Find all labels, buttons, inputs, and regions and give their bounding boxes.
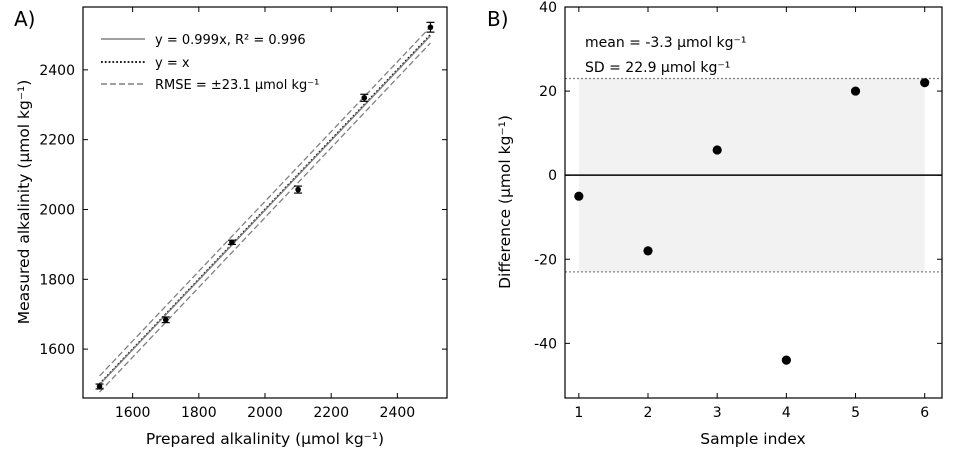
panel-a-marks: 1600 1800 2000 2200 2400 1600 1800 2000 2200 2400 (39, 7, 447, 421)
x-tick-label: 2400 (380, 405, 416, 421)
y-tick-label: 40 (539, 0, 557, 16)
data-point (574, 191, 584, 201)
legend-identity-label: y = x (155, 56, 190, 71)
y-tick-label: -20 (534, 252, 557, 268)
panel-a-label: A) (14, 7, 35, 31)
y-tick-label: 2400 (39, 63, 75, 79)
data-point (712, 145, 722, 155)
mean-annotation: mean = -3.3 μmol kg⁻¹ (585, 35, 747, 51)
data-point (295, 186, 301, 193)
x-tick-label: 1800 (181, 405, 217, 421)
panel-a-xlabel: Prepared alkalinity (μmol kg⁻¹) (146, 430, 384, 448)
data-point (920, 78, 930, 88)
data-point (781, 355, 791, 365)
panel-b-xlabel: Sample index (700, 430, 805, 448)
panel-b-ylabel: Difference (μmol kg⁻¹) (496, 115, 514, 289)
y-tick-label: 0 (548, 168, 557, 184)
y-tick-label: 1800 (39, 272, 75, 288)
x-tick-label: 5 (851, 405, 860, 421)
x-tick-label: 2 (644, 405, 653, 421)
rmse-upper-line (99, 26, 431, 377)
sd-annotation: SD = 22.9 μmol kg⁻¹ (585, 60, 730, 76)
fit-line (99, 35, 431, 386)
x-tick-label: 6 (920, 405, 929, 421)
x-tick-label: 3 (713, 405, 722, 421)
panel-a: A) 1600 1800 2000 2200 2400 1600 1800 2000 2200 2… (14, 6, 448, 448)
data-point (643, 246, 653, 256)
legend-rmse-label: RMSE = ±23.1 μmol kg⁻¹ (155, 78, 319, 93)
y-tick-label: 1600 (39, 342, 75, 358)
panel-b-marks: 1 2 3 4 5 6 -40 -20 0 20 40 (534, 0, 942, 421)
legend-fit-label: y = 0.999x, R² = 0.996 (155, 33, 306, 48)
rmse-lower-line (99, 42, 431, 393)
panel-a-ylabel: Measured alkalinity (μmol kg⁻¹) (15, 80, 33, 325)
panel-b-frame (564, 6, 943, 399)
y-tick-label: 2200 (39, 133, 75, 149)
y-tick-label: 2000 (39, 202, 75, 218)
data-point (162, 317, 169, 323)
x-tick-label: 4 (782, 405, 791, 421)
data-point (361, 94, 368, 101)
x-tick-label: 1600 (115, 405, 151, 421)
panel-a-frame (82, 6, 448, 399)
data-point (850, 86, 861, 96)
y-tick-label: -40 (534, 336, 557, 352)
data-point (96, 383, 103, 390)
panel-b-label: B) (487, 7, 509, 31)
x-tick-label: 2200 (313, 405, 349, 421)
x-tick-label: 1 (574, 405, 583, 421)
x-tick-label: 2000 (247, 405, 283, 421)
data-point (427, 24, 434, 31)
panel-a-legend: y = 0.999x, R² = 0.996 y = x RMSE = ±23.… (101, 33, 319, 93)
panel-b: B) 1 2 3 4 5 6 -40 -20 0 20 40 mean = -3.3 μmol kg… (487, 0, 943, 448)
data-point (229, 239, 235, 246)
y-tick-label: 20 (539, 84, 557, 100)
